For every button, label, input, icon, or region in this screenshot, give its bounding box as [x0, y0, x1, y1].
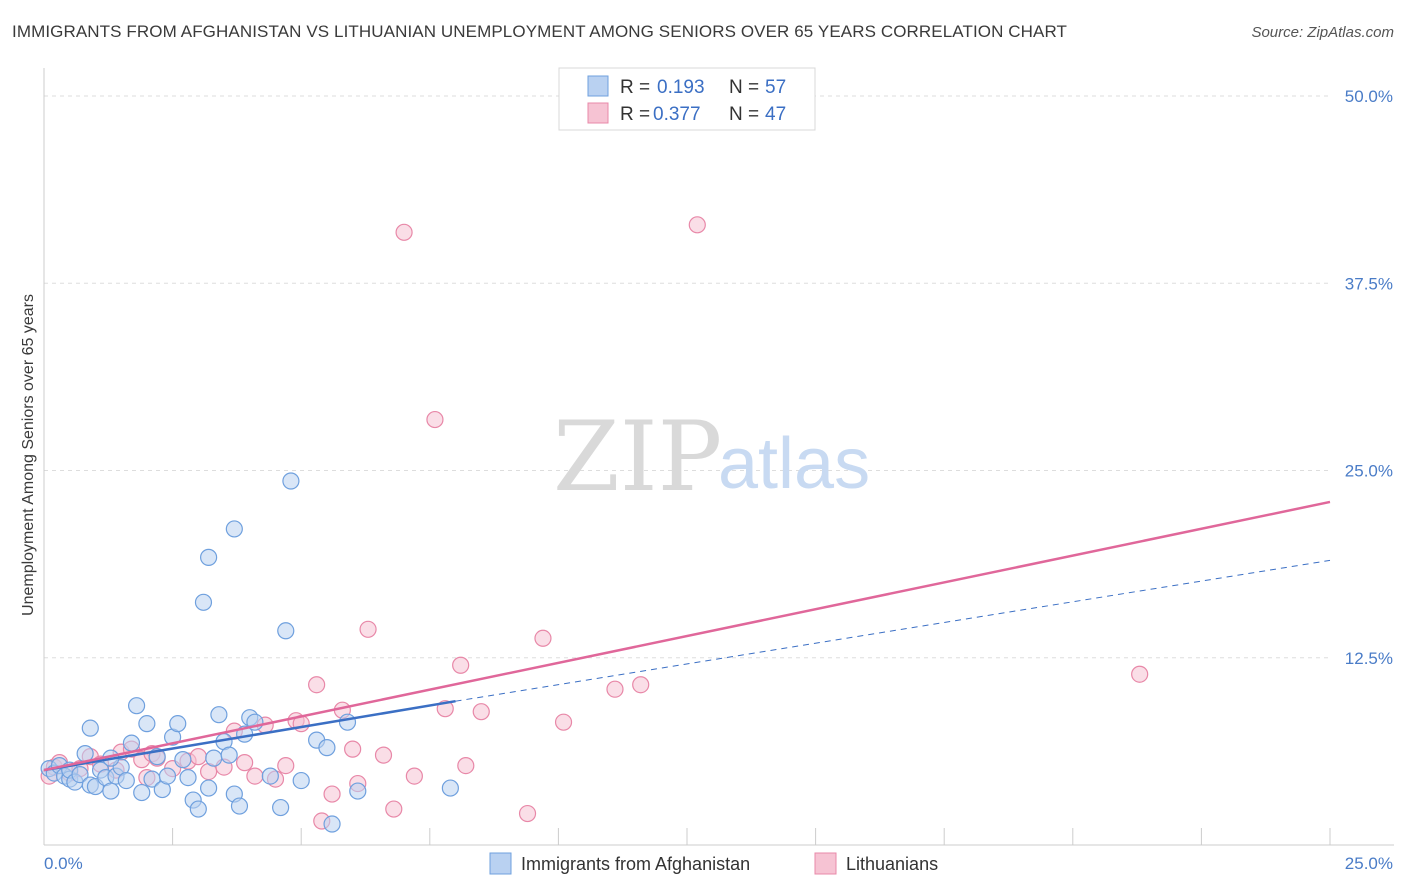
point-lithuanians	[518, 804, 537, 823]
point-afghanistan	[277, 622, 295, 640]
trend-line-afghanistan	[43, 699, 456, 772]
legend-r-value: 0.377	[653, 104, 701, 125]
axes	[43, 68, 1394, 846]
point-afghanistan	[205, 749, 223, 767]
legend-n-label: N =	[729, 77, 759, 98]
point-afghanistan	[225, 520, 243, 538]
y-tick-label: 50.0%	[1345, 87, 1393, 106]
legend-n-label: N =	[729, 104, 759, 125]
point-afghanistan	[349, 782, 367, 800]
series-swatch-lithuanians	[814, 852, 837, 875]
trend-line-lithuanians	[43, 500, 1331, 772]
point-lithuanians	[688, 216, 706, 234]
point-afghanistan	[81, 719, 99, 737]
legend-r-label: R =	[620, 77, 650, 98]
point-lithuanians	[426, 410, 444, 429]
point-afghanistan	[441, 779, 459, 797]
x-tick-label: 0.0%	[44, 854, 83, 873]
point-lithuanians	[308, 676, 326, 694]
point-afghanistan	[194, 593, 213, 611]
point-afghanistan	[71, 765, 89, 784]
legend-r-value: 0.193	[657, 77, 705, 98]
point-afghanistan	[261, 767, 279, 785]
point-lithuanians	[277, 757, 295, 775]
point-lithuanians	[534, 629, 552, 647]
point-afghanistan	[189, 800, 207, 818]
series-legend: Immigrants from Afghanistan Lithuanians	[489, 852, 938, 875]
point-lithuanians	[385, 800, 403, 818]
y-tick-labels: 12.5% 25.0% 37.5% 50.0%	[1345, 87, 1393, 668]
series-name-afghanistan: Immigrants from Afghanistan	[521, 854, 750, 874]
point-afghanistan	[210, 706, 228, 724]
point-afghanistan	[200, 779, 218, 797]
point-afghanistan	[230, 797, 249, 815]
point-afghanistan	[158, 767, 177, 785]
legend-n-value: 47	[765, 104, 786, 125]
point-lithuanians	[189, 748, 207, 766]
trend-lines	[43, 500, 1331, 772]
point-afghanistan	[122, 734, 141, 752]
data-points	[40, 216, 1149, 833]
point-lithuanians	[632, 676, 650, 694]
point-lithuanians	[606, 680, 624, 698]
point-afghanistan	[318, 739, 336, 757]
legend-n-value: 57	[765, 77, 786, 98]
point-lithuanians	[405, 767, 423, 785]
y-axis-label: Unemployment Among Seniors over 65 years	[20, 294, 37, 616]
point-lithuanians	[359, 620, 377, 638]
point-afghanistan	[200, 548, 218, 566]
y-tick-label: 25.0%	[1345, 462, 1393, 481]
x-tick-labels: 0.0% 25.0%	[44, 854, 1393, 873]
point-afghanistan	[127, 697, 146, 715]
point-lithuanians	[395, 223, 413, 241]
point-lithuanians	[457, 757, 475, 775]
chart-source: Source: ZipAtlas.com	[1251, 24, 1394, 41]
watermark-zip: ZIP	[553, 401, 722, 513]
legend-swatch-afghanistan	[587, 75, 609, 97]
legend-r-label: R =	[620, 104, 650, 125]
legend: R = 0.193 N = 57 R = 0.377 N = 47	[558, 67, 816, 131]
point-afghanistan	[117, 771, 135, 790]
point-afghanistan	[292, 771, 310, 790]
point-lithuanians	[344, 740, 362, 758]
point-afghanistan	[338, 713, 357, 731]
point-afghanistan	[102, 782, 120, 800]
point-lithuanians	[472, 703, 490, 721]
point-afghanistan	[323, 815, 341, 833]
point-lithuanians	[374, 746, 393, 764]
point-afghanistan	[169, 715, 187, 733]
trend-line-afghanistan-extension	[455, 559, 1331, 702]
point-afghanistan	[133, 783, 151, 802]
point-afghanistan	[174, 751, 192, 769]
point-afghanistan	[220, 746, 238, 764]
point-afghanistan	[272, 798, 290, 817]
x-tick-label: 25.0%	[1345, 854, 1393, 873]
point-lithuanians	[323, 785, 341, 803]
watermark-atlas: atlas	[718, 424, 870, 504]
legend-swatch-lithuanians	[587, 102, 609, 124]
point-lithuanians	[554, 713, 573, 731]
point-afghanistan	[138, 715, 156, 733]
point-lithuanians	[1131, 665, 1149, 683]
y-tick-label: 12.5%	[1345, 649, 1393, 668]
point-lithuanians	[246, 767, 264, 785]
series-name-lithuanians: Lithuanians	[846, 854, 938, 874]
y-tick-label: 37.5%	[1345, 274, 1393, 293]
point-afghanistan	[282, 472, 300, 490]
point-lithuanians	[236, 754, 254, 772]
series-swatch-afghanistan	[489, 852, 512, 875]
chart-title: IMMIGRANTS FROM AFGHANISTAN VS LITHUANIA…	[12, 22, 1068, 41]
grid-lines	[44, 95, 1330, 659]
point-lithuanians	[452, 656, 470, 674]
point-afghanistan	[179, 768, 197, 787]
